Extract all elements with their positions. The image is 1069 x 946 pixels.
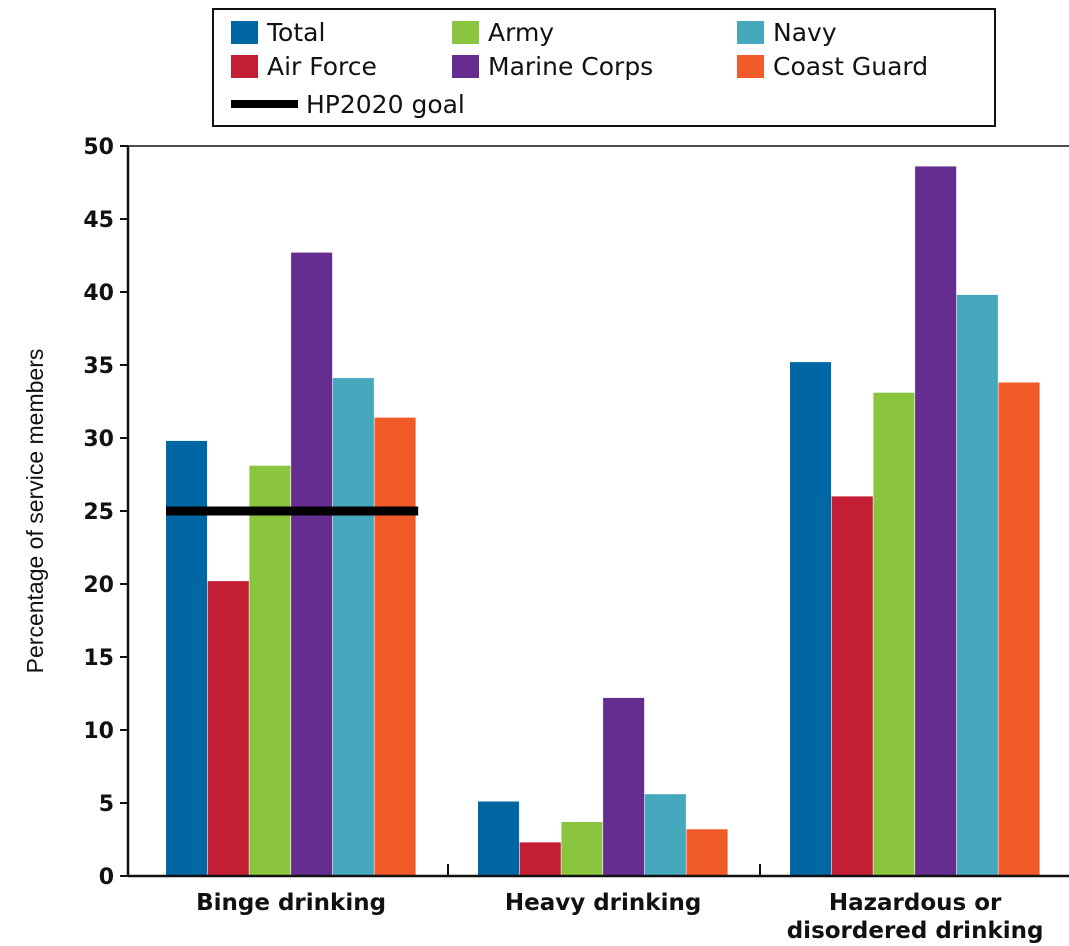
legend-box bbox=[212, 8, 996, 127]
legend-entry-army: Army bbox=[452, 18, 554, 47]
legend-swatch bbox=[231, 21, 258, 44]
legend-entry-hp2020-goal: HP2020 goal bbox=[231, 90, 465, 119]
y-tick-label: 45 bbox=[83, 208, 114, 233]
y-tick-label: 5 bbox=[99, 792, 114, 817]
bar-navy-hazardous-or-disordered-drinking bbox=[956, 294, 998, 876]
bar-coast-guard-binge-drinking bbox=[374, 417, 416, 876]
x-axis: Binge drinking Heavy drinking Hazardous or… bbox=[128, 864, 1069, 944]
legend-label: Total bbox=[266, 18, 325, 47]
y-tick-label: 30 bbox=[83, 427, 114, 452]
bar-marine-corps-hazardous-or-disordered-drinking bbox=[915, 166, 957, 876]
category-label-binge-drinking: Binge drinking bbox=[196, 890, 386, 916]
y-tick-label: 50 bbox=[83, 135, 114, 160]
y-tick-label: 0 bbox=[99, 865, 114, 890]
legend-swatch bbox=[452, 55, 479, 78]
y-tick-label: 40 bbox=[83, 281, 114, 306]
bar-marine-corps-heavy-drinking bbox=[603, 697, 645, 876]
bar-marine-corps-binge-drinking bbox=[291, 252, 333, 877]
y-tick-label: 10 bbox=[83, 719, 114, 744]
legend-label: Air Force bbox=[267, 52, 377, 81]
legend: Total Army Navy Air Force Marine Corps Coast … bbox=[212, 8, 996, 127]
bar-total-heavy-drinking bbox=[478, 801, 520, 876]
bars bbox=[166, 166, 1040, 877]
legend-swatch bbox=[452, 21, 479, 44]
y-tick-label: 25 bbox=[83, 500, 114, 525]
y-axis: 0 5 10 15 20 25 30 35 40 45 50 bbox=[83, 135, 1069, 890]
legend-label: Marine Corps bbox=[488, 52, 653, 81]
legend-swatch bbox=[737, 21, 764, 44]
legend-entry-marine-corps: Marine Corps bbox=[452, 52, 653, 81]
bar-air-force-heavy-drinking bbox=[519, 842, 561, 876]
bar-coast-guard-heavy-drinking bbox=[686, 829, 728, 876]
legend-label: Navy bbox=[773, 18, 837, 47]
legend-label: HP2020 goal bbox=[306, 90, 465, 119]
legend-label: Coast Guard bbox=[773, 52, 928, 81]
category-label-hazardous-or-disordered-drinking: Hazardous or disordered drinking bbox=[787, 890, 1044, 944]
legend-swatch bbox=[231, 55, 258, 78]
bar-air-force-hazardous-or-disordered-drinking bbox=[831, 496, 873, 876]
bar-total-binge-drinking bbox=[166, 440, 208, 876]
bar-army-hazardous-or-disordered-drinking bbox=[873, 392, 915, 876]
category-label-heavy-drinking: Heavy drinking bbox=[505, 890, 701, 916]
legend-entry-air-force: Air Force bbox=[231, 52, 377, 81]
bar-army-heavy-drinking bbox=[561, 822, 603, 876]
bar-air-force-binge-drinking bbox=[207, 581, 249, 876]
legend-label: Army bbox=[488, 18, 554, 47]
y-axis-title: Percentage of service members bbox=[22, 349, 48, 674]
bar-navy-binge-drinking bbox=[332, 378, 374, 876]
bar-navy-heavy-drinking bbox=[644, 794, 686, 876]
y-tick-label: 35 bbox=[83, 354, 114, 379]
y-tick-label: 15 bbox=[83, 646, 114, 671]
bar-army-binge-drinking bbox=[249, 465, 291, 876]
legend-entry-navy: Navy bbox=[737, 18, 837, 47]
legend-swatch bbox=[737, 55, 764, 78]
y-tick-label: 20 bbox=[83, 573, 114, 598]
bar-total-hazardous-or-disordered-drinking bbox=[790, 362, 832, 877]
legend-entry-coast-guard: Coast Guard bbox=[737, 52, 928, 81]
legend-entry-total: Total bbox=[231, 18, 325, 47]
bar-coast-guard-hazardous-or-disordered-drinking bbox=[998, 382, 1040, 876]
